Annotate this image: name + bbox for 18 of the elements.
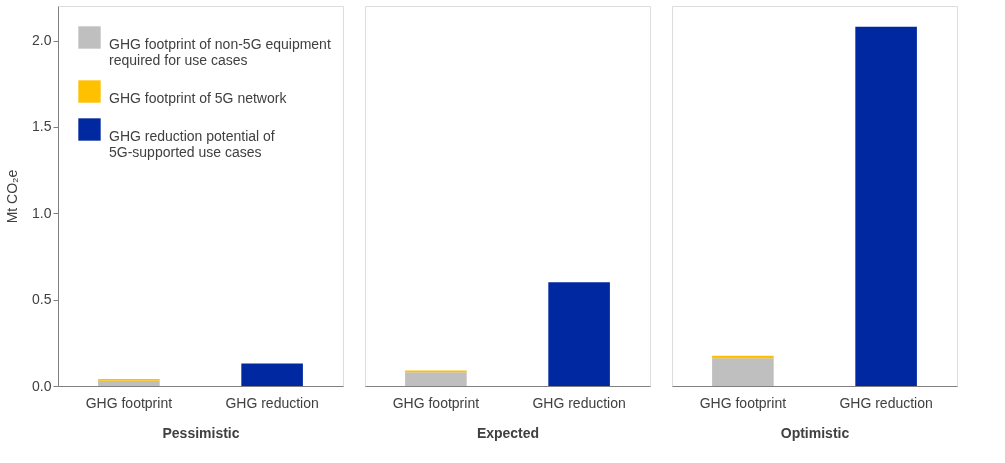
x-axis-title: Pessimistic: [162, 424, 240, 441]
y-tick-label: 0.5: [32, 291, 52, 308]
legend-label: GHG footprint of 5G network: [109, 89, 288, 106]
x-axis-title: Optimistic: [780, 424, 850, 441]
legend-label: GHG footprint of non-5G equipment required for use cases: [109, 35, 331, 68]
x-tick-label: GHG reduction: [225, 394, 319, 411]
y-tick-label: 1.0: [32, 204, 52, 221]
x-tick-label: GHG footprint: [392, 394, 480, 411]
x-tick-label: GHG footprint: [85, 394, 173, 411]
x-tick-label: GHG reduction: [532, 394, 626, 411]
y-tick-label: 2.0: [32, 32, 52, 49]
y-axis-title: Mt CO₂e: [4, 169, 21, 224]
y-tick-label: 0.0: [32, 377, 52, 394]
legend-label: GHG reduction potential of 5G-supported use cases: [109, 127, 275, 160]
x-tick-label: GHG reduction: [839, 394, 933, 411]
x-axis-title: Expected: [476, 424, 540, 441]
x-tick-label: GHG footprint: [699, 394, 787, 411]
y-tick-label: 1.5: [32, 118, 52, 135]
